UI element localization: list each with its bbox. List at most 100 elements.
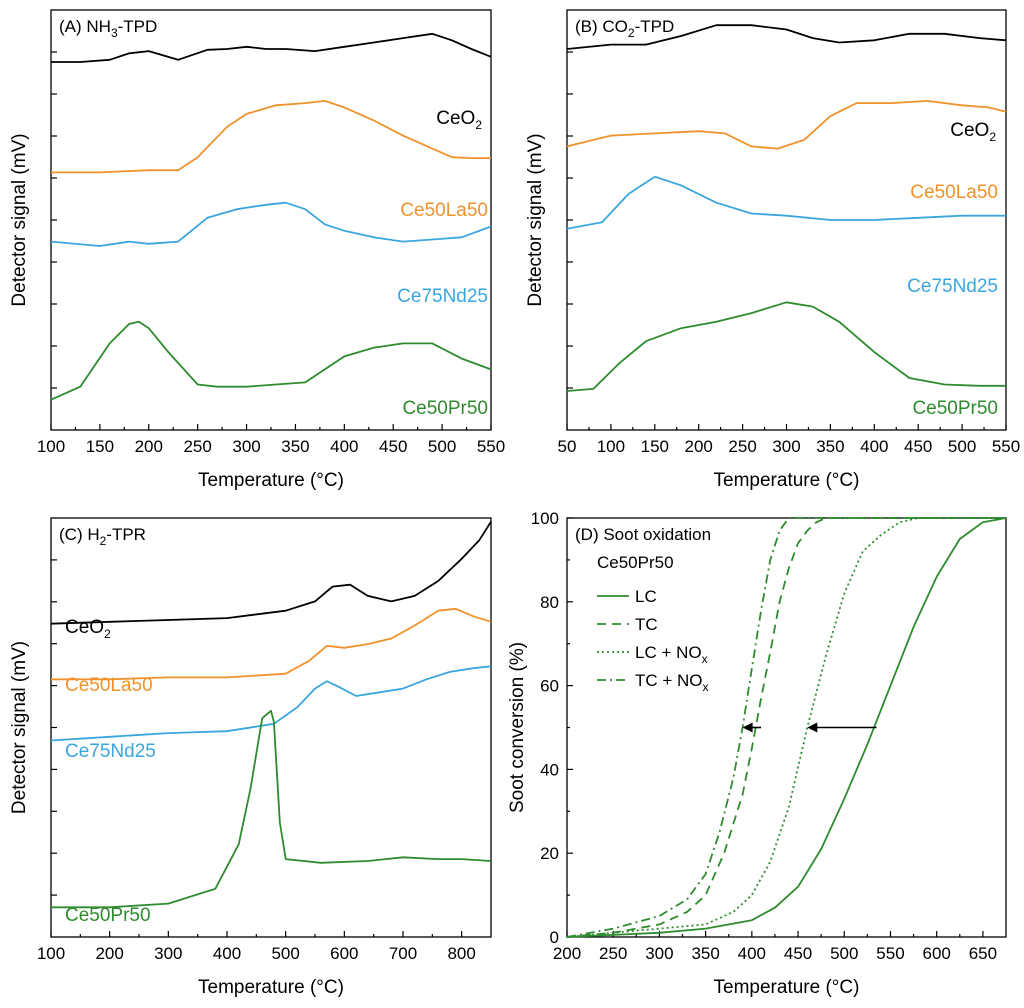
series-label-subscript: 2 bbox=[989, 130, 996, 144]
x-tick-label: 450 bbox=[784, 944, 812, 963]
series-label-subscript: 2 bbox=[475, 118, 482, 132]
panel-title: (D) Soot oxidation bbox=[575, 525, 711, 544]
series-label: Ce75Nd25 bbox=[65, 741, 156, 762]
panel-d: 200 250 300 350 400 450 500 550 600 650 0 20 40 60 80 1… bbox=[507, 509, 1007, 998]
series-label-main: CeO bbox=[950, 120, 989, 141]
series-label: Ce50La50 bbox=[400, 200, 488, 221]
x-tick-label: 250 bbox=[599, 944, 627, 963]
x-tick-label: 700 bbox=[389, 944, 417, 963]
arrow-head bbox=[742, 722, 753, 733]
series-label-main: Ce50Pr50 bbox=[65, 905, 151, 926]
x-tick-label: 200 bbox=[685, 437, 713, 456]
legend-label-main: LC bbox=[635, 587, 657, 606]
x-tick-label: 350 bbox=[281, 437, 309, 456]
panel-title-tail: -TPR bbox=[106, 525, 146, 544]
x-tick-label: 400 bbox=[330, 437, 358, 456]
series-label: Ce50La50 bbox=[65, 675, 153, 696]
x-tick-label: 300 bbox=[772, 437, 800, 456]
series-line-ce75nd25 bbox=[50, 201, 492, 247]
series-label: CeO2 bbox=[950, 120, 996, 144]
x-tick-label: 300 bbox=[645, 944, 673, 963]
panel-title-main: (D) Soot oxidation bbox=[575, 525, 711, 544]
y-tick-label: 0 bbox=[550, 928, 559, 947]
series-line-ceo2 bbox=[50, 521, 492, 625]
panel-title-subscript: 2 bbox=[628, 26, 635, 40]
legend-label-main: TC bbox=[635, 615, 658, 634]
x-tick-label: 350 bbox=[816, 437, 844, 456]
panel-title-main: (C) H bbox=[59, 525, 100, 544]
legend-label: TC + NOx bbox=[635, 671, 709, 694]
panel-title: (B) CO2-TPD bbox=[575, 17, 674, 40]
series-line-ce75nd25 bbox=[50, 665, 492, 742]
x-tick-label: 550 bbox=[992, 437, 1020, 456]
y-axis-title: Detector signal (mV) bbox=[525, 133, 546, 306]
x-tick-label: 250 bbox=[183, 437, 211, 456]
series-label-main: Ce75Nd25 bbox=[397, 286, 488, 307]
series-label-main: Ce50La50 bbox=[400, 200, 488, 221]
x-tick-label: 250 bbox=[728, 437, 756, 456]
panel-title: (C) H2-TPR bbox=[59, 525, 146, 548]
series-label-main: Ce75Nd25 bbox=[907, 276, 998, 297]
y-tick-label: 100 bbox=[531, 509, 559, 528]
panel-title: (A) NH3-TPD bbox=[59, 17, 157, 40]
x-tick-label: 550 bbox=[477, 437, 505, 456]
x-tick-label: 100 bbox=[37, 944, 65, 963]
series-label-main: Ce50La50 bbox=[65, 675, 153, 696]
x-tick-label: 200 bbox=[95, 944, 123, 963]
x-tick-label: 350 bbox=[691, 944, 719, 963]
y-tick-label: 60 bbox=[540, 677, 559, 696]
x-tick-label: 500 bbox=[830, 944, 858, 963]
x-tick-label: 200 bbox=[553, 944, 581, 963]
series-label-main: Ce75Nd25 bbox=[65, 741, 156, 762]
legend-label: LC + NOx bbox=[635, 643, 708, 666]
x-tick-label: 400 bbox=[213, 944, 241, 963]
x-tick-label: 500 bbox=[948, 437, 976, 456]
x-tick-label: 650 bbox=[969, 944, 997, 963]
panel-c: 100 200 300 400 500 600 700 800 Temperature (°C)… bbox=[9, 517, 492, 998]
series-line-lc-nox bbox=[566, 517, 1006, 938]
y-tick-label: 20 bbox=[540, 844, 559, 863]
x-tick-label: 500 bbox=[428, 437, 456, 456]
series-label: Ce50Pr50 bbox=[65, 905, 151, 926]
series-label: Ce50Pr50 bbox=[402, 398, 488, 419]
series-label-main: CeO bbox=[436, 108, 475, 129]
y-axis-title: Detector signal (mV) bbox=[9, 133, 30, 306]
x-tick-label: 800 bbox=[447, 944, 475, 963]
legend-label-main: LC + NO bbox=[635, 643, 702, 662]
x-axis-title: Temperature (°C) bbox=[198, 977, 344, 998]
x-axis-title: Temperature (°C) bbox=[714, 977, 860, 998]
plot-frame bbox=[566, 9, 1007, 431]
x-tick-label: 400 bbox=[860, 437, 888, 456]
x-tick-label: 450 bbox=[904, 437, 932, 456]
x-tick-label: 100 bbox=[597, 437, 625, 456]
series-line-ceo2 bbox=[51, 32, 492, 63]
panel-b: 50 100 150 200 250 300 350 400 450 500 550 Temperat… bbox=[525, 9, 1020, 491]
legend-label: TC bbox=[635, 615, 658, 634]
panel-title-tail: -TPD bbox=[635, 17, 675, 36]
x-axis-title: Temperature (°C) bbox=[198, 470, 344, 491]
series-line-ce50la50 bbox=[51, 607, 492, 681]
series-label: Ce75Nd25 bbox=[397, 286, 488, 307]
series-line-ce50la50 bbox=[566, 100, 1007, 150]
panel-subtitle: Ce50Pr50 bbox=[597, 553, 674, 572]
x-tick-label: 150 bbox=[641, 437, 669, 456]
series-line-ce50pr50 bbox=[50, 320, 492, 401]
x-tick-label: 450 bbox=[379, 437, 407, 456]
x-tick-label: 500 bbox=[271, 944, 299, 963]
panel-title-main: (B) CO bbox=[575, 17, 628, 36]
x-tick-label: 200 bbox=[135, 437, 163, 456]
series-line-ce50la50 bbox=[51, 100, 491, 174]
x-tick-label: 150 bbox=[86, 437, 114, 456]
panel-a: 100 150 200 250 300 350 400 450 500 550 Temperatur… bbox=[9, 9, 505, 491]
series-line-ce50pr50 bbox=[51, 709, 492, 909]
x-tick-label: 300 bbox=[154, 944, 182, 963]
plot-frame bbox=[50, 517, 492, 938]
x-axis-title: Temperature (°C) bbox=[714, 470, 860, 491]
series-line-ceo2 bbox=[566, 24, 1007, 50]
plot-frame bbox=[566, 517, 1007, 938]
series-line-lc bbox=[566, 517, 1007, 938]
x-tick-label: 550 bbox=[876, 944, 904, 963]
panel-title-subscript: 3 bbox=[111, 26, 118, 40]
series-label-main: Ce50Pr50 bbox=[912, 398, 998, 419]
